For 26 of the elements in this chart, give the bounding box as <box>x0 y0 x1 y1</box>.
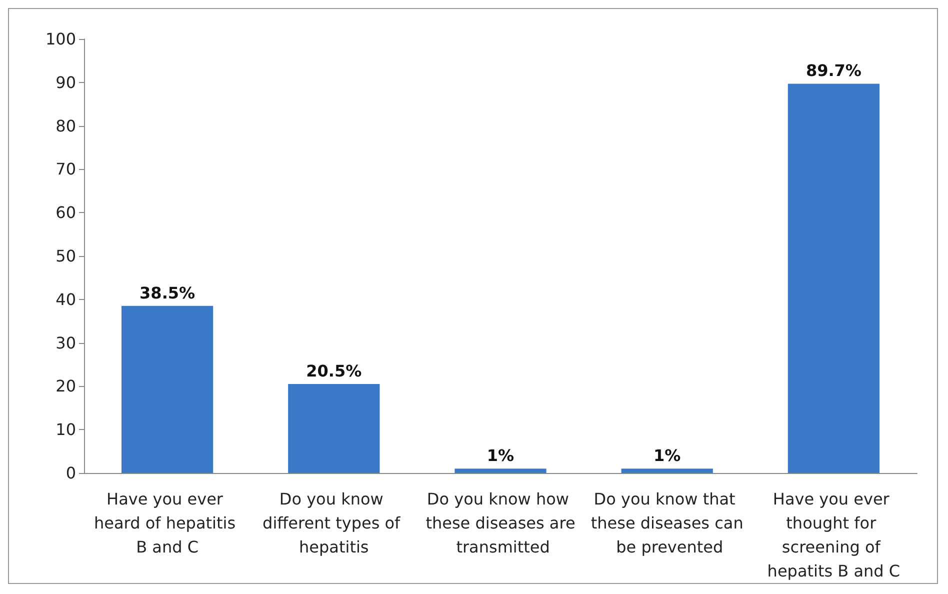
y-tick-label: 0 <box>66 464 76 482</box>
bar <box>288 384 380 473</box>
y-tick-label: 40 <box>56 290 76 309</box>
y-tick-label: 80 <box>56 116 76 136</box>
y-tick-label: 90 <box>56 72 76 92</box>
bar <box>454 468 546 473</box>
y-tick-label: 50 <box>56 246 76 266</box>
y-tick-label: 100 <box>45 30 76 48</box>
bar <box>788 84 880 473</box>
data-label: 1% <box>654 446 681 466</box>
data-label: 1% <box>486 446 514 466</box>
y-tick-label: 20 <box>56 376 76 396</box>
y-tick-label: 60 <box>56 203 76 222</box>
data-label: 89.7% <box>806 61 862 80</box>
bar <box>621 468 713 473</box>
y-tick-label: 70 <box>56 160 76 179</box>
x-tick-label: Do you know how these diseases are transmitted <box>426 490 576 556</box>
x-tick-label: Have you ever thought for screening of hepatits B and C <box>767 490 900 580</box>
x-tick-label: Do you know that these diseases can be prevented <box>590 490 744 556</box>
bar <box>121 306 214 473</box>
data-label: 38.5% <box>140 283 196 302</box>
data-label: 20.5% <box>306 362 362 381</box>
x-tick-label: Do you know different types of hepatitis <box>262 490 406 556</box>
y-tick-label: 30 <box>56 333 76 352</box>
x-tick-label: Have you ever heard of hepatitis B and C <box>94 490 241 556</box>
y-tick-label: 10 <box>56 420 76 440</box>
